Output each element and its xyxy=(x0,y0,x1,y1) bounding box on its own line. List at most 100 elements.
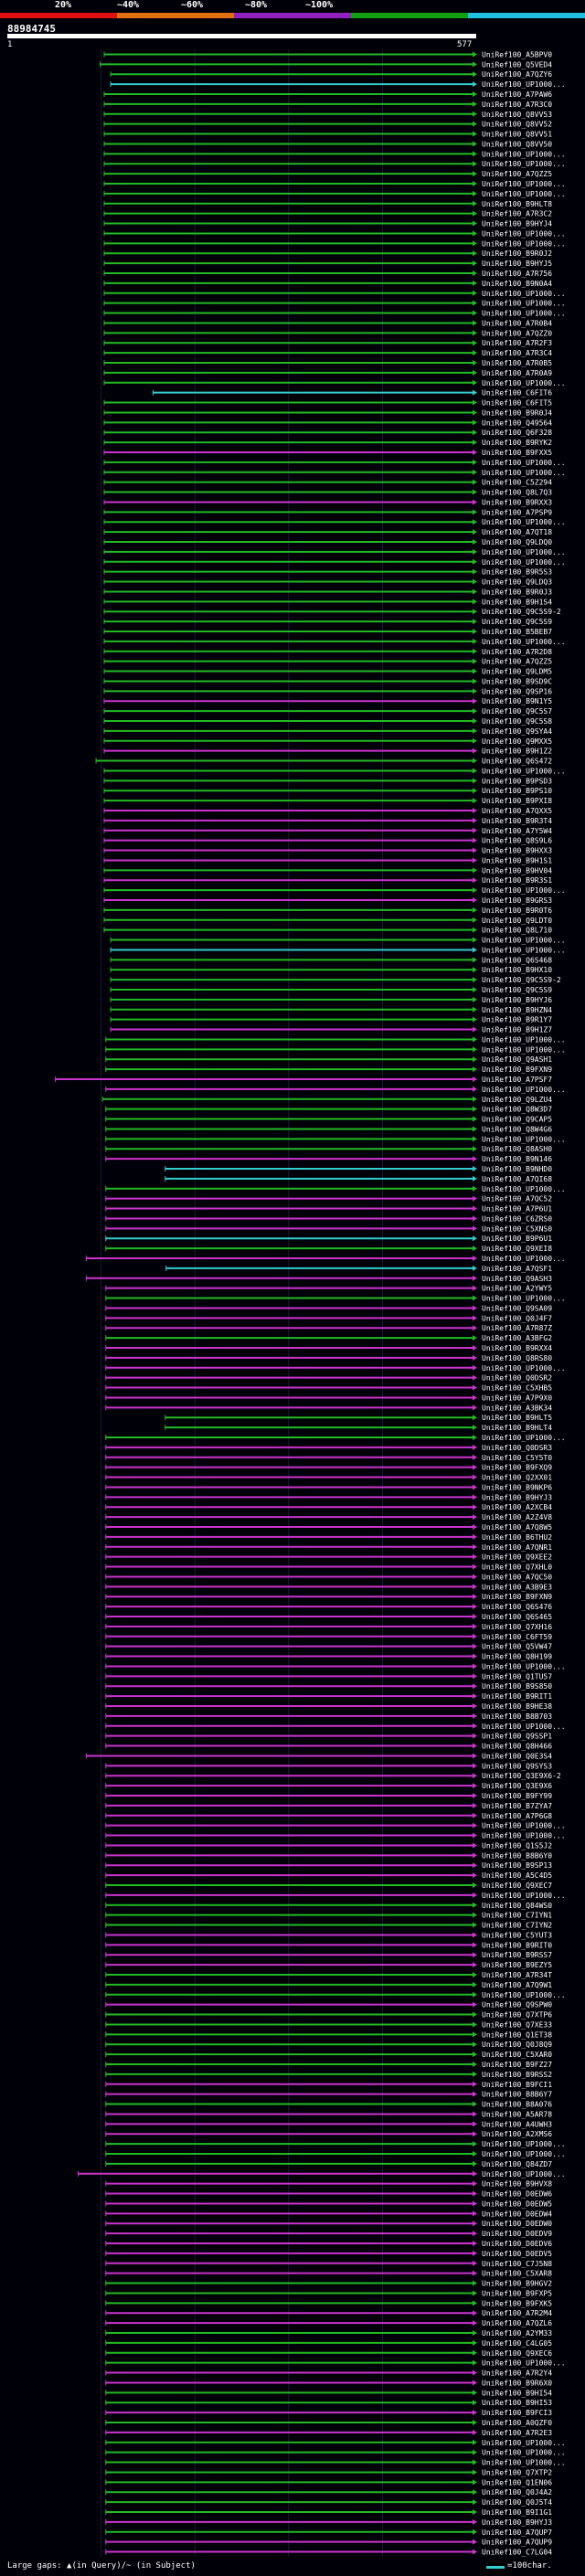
hit-label: UniRef100_Q9LDM5 xyxy=(482,668,552,676)
hit-end-arrow xyxy=(473,379,477,386)
hit-label: UniRef100_B9I1G1 xyxy=(482,2508,552,2517)
hit-end-arrow xyxy=(473,2320,477,2327)
hit-label: UniRef100_Q9C5S7 xyxy=(482,707,552,716)
hit-end-arrow xyxy=(473,101,477,107)
hit-end-arrow xyxy=(473,1663,477,1670)
hit-label: UniRef100_UP1000... xyxy=(482,239,566,248)
hit-label: UniRef100_UP1000... xyxy=(482,1185,566,1193)
hit-end-arrow xyxy=(473,1454,477,1460)
hit-end-arrow xyxy=(473,817,477,823)
hit-end-arrow xyxy=(473,599,477,605)
query-end-label: 577 xyxy=(457,40,473,49)
hit-end-arrow xyxy=(473,151,477,157)
hit-label: UniRef100_UP1000... xyxy=(482,1255,566,1263)
hit-end-arrow xyxy=(473,1036,477,1043)
hit-end-arrow xyxy=(473,1086,477,1092)
hit-label: UniRef100_D0EDW6 xyxy=(482,2190,552,2199)
hit-label: UniRef100_C5XNS0 xyxy=(482,1224,552,1233)
hit-label: UniRef100_B9RYK2 xyxy=(482,439,552,447)
hit-end-arrow xyxy=(473,1166,477,1171)
hit-label: UniRef100_Q5VED4 xyxy=(482,60,552,69)
hit-label: UniRef100_A5AR78 xyxy=(482,2110,552,2118)
hit-label: UniRef100_B9HE38 xyxy=(482,1702,552,1711)
hit-end-arrow xyxy=(473,1275,477,1281)
hit-end-arrow xyxy=(473,1862,477,1869)
hit-label: UniRef100_A3BFG2 xyxy=(482,1334,552,1342)
hit-label: UniRef100_Q9C5S8 xyxy=(482,717,552,726)
hit-end-arrow xyxy=(473,1693,477,1700)
hit-label: UniRef100_Q8W4G6 xyxy=(482,1125,552,1133)
hit-end-arrow xyxy=(473,1116,477,1122)
hit-end-arrow xyxy=(473,2509,477,2515)
hit-end-arrow xyxy=(473,1524,477,1530)
hit-end-arrow xyxy=(473,877,477,884)
hit-end-arrow xyxy=(473,2499,477,2506)
hit-end-arrow xyxy=(473,629,477,634)
hit-end-arrow xyxy=(473,230,477,237)
hit-end-arrow xyxy=(473,1225,477,1232)
hit-end-arrow xyxy=(473,240,477,247)
hit-label: UniRef100_UP1000... xyxy=(482,2150,566,2158)
hit-end-arrow xyxy=(473,847,477,853)
hit-end-arrow xyxy=(473,2518,477,2525)
hit-label: UniRef100_Q8L710 xyxy=(482,927,552,935)
hit-end-arrow xyxy=(473,2359,477,2366)
hit-label: UniRef100_B9RXX4 xyxy=(482,1344,552,1352)
hit-end-arrow xyxy=(473,1564,477,1570)
hit-end-arrow xyxy=(473,2439,477,2445)
hit-label: UniRef100_Q9C5S9 xyxy=(482,986,552,994)
hit-label: UniRef100_A3BK34 xyxy=(482,1404,552,1412)
hit-label: UniRef100_A7R0A9 xyxy=(482,369,552,377)
hit-end-arrow xyxy=(473,578,477,585)
hit-end-arrow xyxy=(473,947,477,953)
hit-end-arrow xyxy=(473,1753,477,1759)
hit-end-arrow xyxy=(473,2160,477,2167)
hit-label: UniRef100_UP1000... xyxy=(482,2459,566,2467)
hit-label: UniRef100_B9R6X0 xyxy=(482,2379,552,2387)
hit-label: UniRef100_A7R2F3 xyxy=(482,339,552,347)
hit-end-arrow xyxy=(473,1872,477,1879)
hit-end-arrow xyxy=(473,200,477,207)
scale-tick-label: ~40% xyxy=(117,0,140,10)
hit-label: UniRef100_Q0J4A2 xyxy=(482,2488,552,2496)
hit-end-arrow xyxy=(473,2041,477,2048)
hit-end-arrow xyxy=(473,1205,477,1212)
scale-key-line xyxy=(486,2566,505,2569)
hit-end-arrow xyxy=(473,987,477,992)
hit-end-arrow xyxy=(473,2101,477,2107)
hit-label: UniRef100_Q9SSP1 xyxy=(482,1733,552,1741)
hit-end-arrow xyxy=(473,1256,477,1261)
hit-end-arrow xyxy=(473,2151,477,2157)
hit-label: UniRef100_A7R2D8 xyxy=(482,648,552,656)
hit-end-arrow xyxy=(473,718,477,724)
hit-label: UniRef100_A7R3C2 xyxy=(482,210,552,218)
hit-end-arrow xyxy=(473,1942,477,1948)
hit-end-arrow xyxy=(473,1902,477,1908)
hit-label: UniRef100_D0EDV6 xyxy=(482,2240,552,2248)
hit-label: UniRef100_B9HV04 xyxy=(482,866,552,875)
hit-end-arrow xyxy=(473,1345,477,1351)
hit-end-arrow xyxy=(473,1633,477,1639)
hit-label: UniRef100_C7IYN1 xyxy=(482,1912,552,1920)
hit-end-arrow xyxy=(473,2349,477,2356)
hit-end-arrow xyxy=(473,1335,477,1341)
hit-label: UniRef100_A7QT18 xyxy=(482,528,552,536)
hit-label: UniRef100_A7R34T xyxy=(482,1971,552,1979)
hit-end-arrow xyxy=(473,1246,477,1252)
hit-end-arrow xyxy=(473,310,477,316)
hit-end-arrow xyxy=(473,509,477,515)
hit-label: UniRef100_A7QUP7 xyxy=(482,2528,552,2537)
hit-label: UniRef100_A7R0B5 xyxy=(482,359,552,367)
hit-end-arrow xyxy=(473,1812,477,1818)
hit-label: UniRef100_Q8VV53 xyxy=(482,111,552,119)
hit-end-arrow xyxy=(473,1016,477,1023)
hit-end-arrow xyxy=(473,2479,477,2486)
hit-end-arrow xyxy=(473,1384,477,1391)
hit-label: UniRef100_B9FY99 xyxy=(482,1792,552,1800)
hit-end-arrow xyxy=(473,937,477,943)
hit-end-arrow xyxy=(473,2280,477,2286)
hit-label: UniRef100_C7IYN2 xyxy=(482,1922,552,1930)
hit-end-arrow xyxy=(473,906,477,913)
hit-end-arrow xyxy=(473,1981,477,1988)
hit-label: UniRef100_D0EDV9 xyxy=(482,2230,552,2238)
